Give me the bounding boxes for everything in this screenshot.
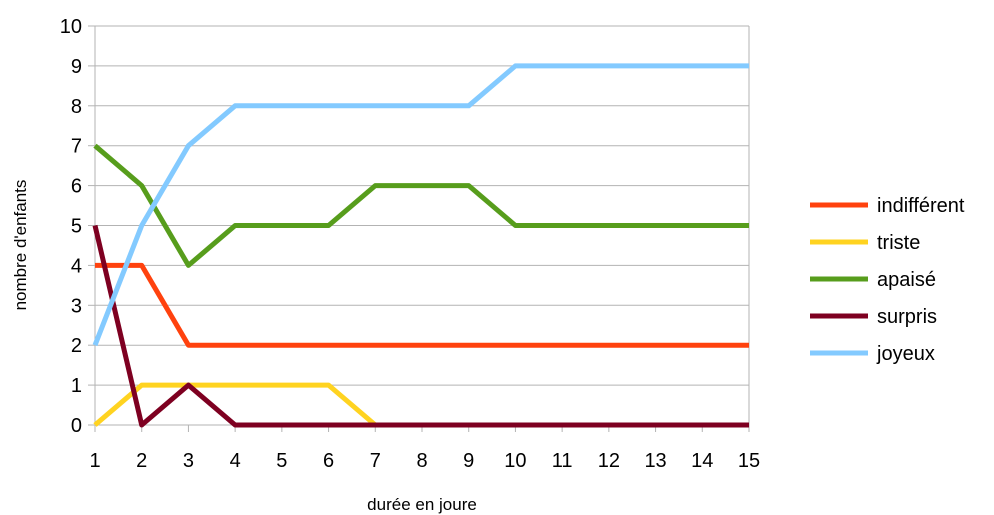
grid xyxy=(88,25,750,432)
x-tick-label: 14 xyxy=(691,450,713,472)
y-tick-label: 7 xyxy=(71,136,82,158)
y-tick-label: 9 xyxy=(71,56,82,78)
x-axis-ticks: 1 2 3 4 5 6 7 8 9 10 11 12 13 14 15 xyxy=(89,450,760,472)
y-tick-label: 6 xyxy=(71,176,82,198)
y-axis-title: nombre d'enfants xyxy=(11,180,30,311)
y-tick-label: 5 xyxy=(71,216,82,238)
x-tick-label: 8 xyxy=(416,450,427,472)
y-tick-label: 3 xyxy=(71,295,82,317)
legend-label-2: apaisé xyxy=(877,269,936,291)
y-tick-label: 1 xyxy=(71,375,82,397)
x-tick-label: 4 xyxy=(230,450,241,472)
x-tick-label: 10 xyxy=(504,450,526,472)
y-tick-label: 4 xyxy=(71,255,82,277)
x-tick-label: 13 xyxy=(644,450,666,472)
y-axis-ticks: 0 1 2 3 4 5 6 7 8 9 10 xyxy=(60,16,82,437)
x-tick-label: 2 xyxy=(136,450,147,472)
y-tick-label: 10 xyxy=(60,16,82,38)
x-tick-label: 9 xyxy=(463,450,474,472)
legend: indifférent triste apaisé surpris joyeux xyxy=(810,195,965,365)
x-tick-label: 5 xyxy=(276,450,287,472)
legend-label-1: triste xyxy=(877,232,920,254)
x-tick-label: 3 xyxy=(183,450,194,472)
legend-label-4: joyeux xyxy=(876,343,935,365)
y-tick-label: 0 xyxy=(71,415,82,437)
series-lines xyxy=(92,63,750,428)
series-line-4 xyxy=(92,63,749,347)
series-line-3 xyxy=(92,224,749,428)
x-tick-label: 12 xyxy=(598,450,620,472)
x-tick-label: 1 xyxy=(89,450,100,472)
x-tick-label: 15 xyxy=(738,450,760,472)
x-axis-title: durée en joure xyxy=(367,495,477,514)
legend-label-0: indifférent xyxy=(877,195,965,217)
x-tick-label: 6 xyxy=(323,450,334,472)
y-tick-label: 2 xyxy=(71,335,82,357)
series-line-2 xyxy=(93,143,749,268)
x-tick-label: 7 xyxy=(370,450,381,472)
y-tick-label: 8 xyxy=(71,96,82,118)
legend-label-3: surpris xyxy=(877,306,937,328)
x-tick-label: 11 xyxy=(552,450,573,472)
